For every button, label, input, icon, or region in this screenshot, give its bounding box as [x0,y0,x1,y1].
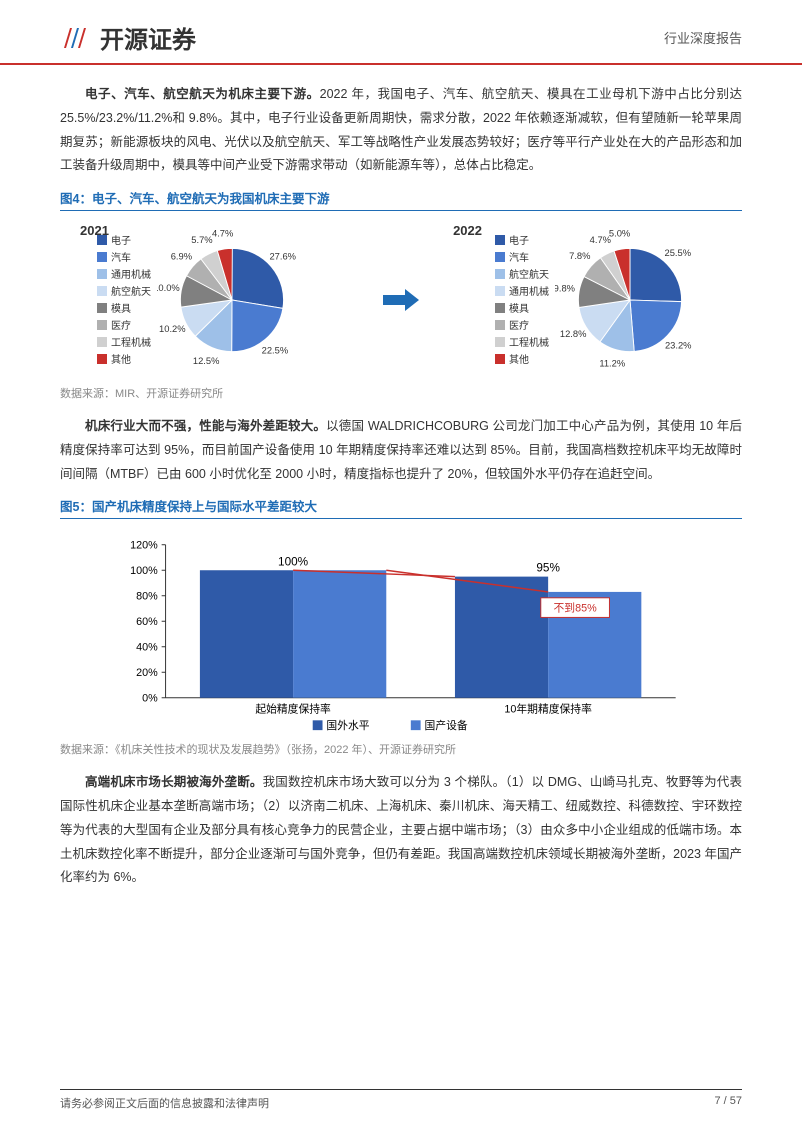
svg-text:5.0%: 5.0% [609,229,630,239]
svg-text:23.2%: 23.2% [665,340,692,350]
svg-text:100%: 100% [130,565,158,577]
logo-text: 开源证券 [100,20,196,55]
fig5-chart: 0% 20% 40% 60% 80% 100% 120% 起始精度保持率 10年期精度保持率 10… [60,527,742,737]
fig5-title: 图5：国产机床精度保持上与国际水平差距较大 [60,496,742,519]
footer-right: 7 / 57 [714,1095,742,1111]
main-content: 电子、汽车、航空航天为机床主要下游。2022 年，我国电子、汽车、航空航天、模具… [0,65,802,910]
svg-text:100%: 100% [278,556,309,569]
svg-text:国外水平: 国外水平 [326,720,369,732]
svg-text:22.5%: 22.5% [262,345,289,355]
svg-text:5.7%: 5.7% [191,235,212,245]
pie-2022-group: 电子汽车航空航天通用机械模具医疗工程机械其他 25.5% 23.2% 11.2% 12… [495,225,705,375]
svg-text:国产设备: 国产设备 [425,719,468,732]
svg-text:60%: 60% [136,616,158,628]
svg-text:6.9%: 6.9% [171,251,192,261]
footer-left: 请务必参阅正文后面的信息披露和法律声明 [60,1095,269,1111]
svg-text:12.8%: 12.8% [560,329,587,339]
fig4-chart: 2021 2022 电子汽车通用机械航空航天模具医疗工程机械其他 27.6% 22… [60,219,742,381]
svg-text:7.8%: 7.8% [569,251,590,261]
svg-text:20%: 20% [136,667,158,679]
pie-chart-2022: 25.5% 23.2% 11.2% 12.8% 9.8% 7.8%4.7%5.0% [555,225,705,375]
legend-2022: 电子汽车航空航天通用机械模具医疗工程机械其他 [495,232,549,368]
bar-chart-svg: 0% 20% 40% 60% 80% 100% 120% 起始精度保持率 10年期精度保持率 10… [100,531,702,737]
svg-text:11.2%: 11.2% [599,359,625,369]
svg-text:120%: 120% [130,540,158,552]
paragraph-1: 电子、汽车、航空航天为机床主要下游。2022 年，我国电子、汽车、航空航天、模具… [60,83,742,178]
year-2021: 2021 [80,223,109,238]
para3-body: 我国数控机床市场大致可以分为 3 个梯队。（1）以 DMG、山崎马扎克、牧野等为… [60,775,742,884]
svg-text:10.2%: 10.2% [159,324,186,334]
para1-lead: 电子、汽车、航空航天为机床主要下游。 [85,87,320,101]
paragraph-3: 高端机床市场长期被海外垄断。我国数控机床市场大致可以分为 3 个梯队。（1）以 … [60,771,742,890]
pie-2021-group: 电子汽车通用机械航空航天模具医疗工程机械其他 27.6% 22.5% 12.5% 10… [97,225,307,375]
para3-lead: 高端机床市场长期被海外垄断。 [85,775,263,789]
fig4-title: 图4：电子、汽车、航空航天为我国机床主要下游 [60,188,742,211]
paragraph-2: 机床行业大而不强，性能与海外差距较大。以德国 WALDRICHCOBURG 公司… [60,415,742,486]
logo-icon [60,22,92,54]
svg-text:不到85%: 不到85% [554,603,598,615]
arrow-icon [381,285,421,315]
svg-text:40%: 40% [136,642,158,654]
svg-text:10年期精度保持率: 10年期精度保持率 [504,703,592,716]
page-footer: 请务必参阅正文后面的信息披露和法律声明 7 / 57 [60,1089,742,1111]
svg-text:12.5%: 12.5% [193,356,220,366]
svg-text:25.5%: 25.5% [665,248,692,258]
year-2022: 2022 [453,223,482,238]
svg-text:10.0%: 10.0% [157,283,180,293]
svg-text:起始精度保持率: 起始精度保持率 [255,703,331,716]
svg-text:9.8%: 9.8% [555,284,575,294]
svg-text:4.7%: 4.7% [590,235,611,245]
legend-2021: 电子汽车通用机械航空航天模具医疗工程机械其他 [97,232,151,368]
page-header: 开源证券 行业深度报告 [0,0,802,65]
report-category: 行业深度报告 [664,28,742,47]
fig5-source: 数据来源：《机床关性技术的现状及发展趋势》（张扬，2022 年）、开源证券研究所 [60,741,742,757]
company-logo: 开源证券 [60,20,196,55]
svg-text:80%: 80% [136,591,158,603]
svg-text:4.7%: 4.7% [212,229,233,239]
svg-text:95%: 95% [536,562,560,575]
para2-lead: 机床行业大而不强，性能与海外差距较大。 [85,419,326,433]
svg-text:27.6%: 27.6% [269,251,296,261]
fig4-source: 数据来源：MIR、开源证券研究所 [60,385,742,401]
pie-chart-2021: 27.6% 22.5% 12.5% 10.2% 10.0% 6.9% 5.7%4.7% [157,225,307,375]
svg-text:0%: 0% [142,693,158,705]
